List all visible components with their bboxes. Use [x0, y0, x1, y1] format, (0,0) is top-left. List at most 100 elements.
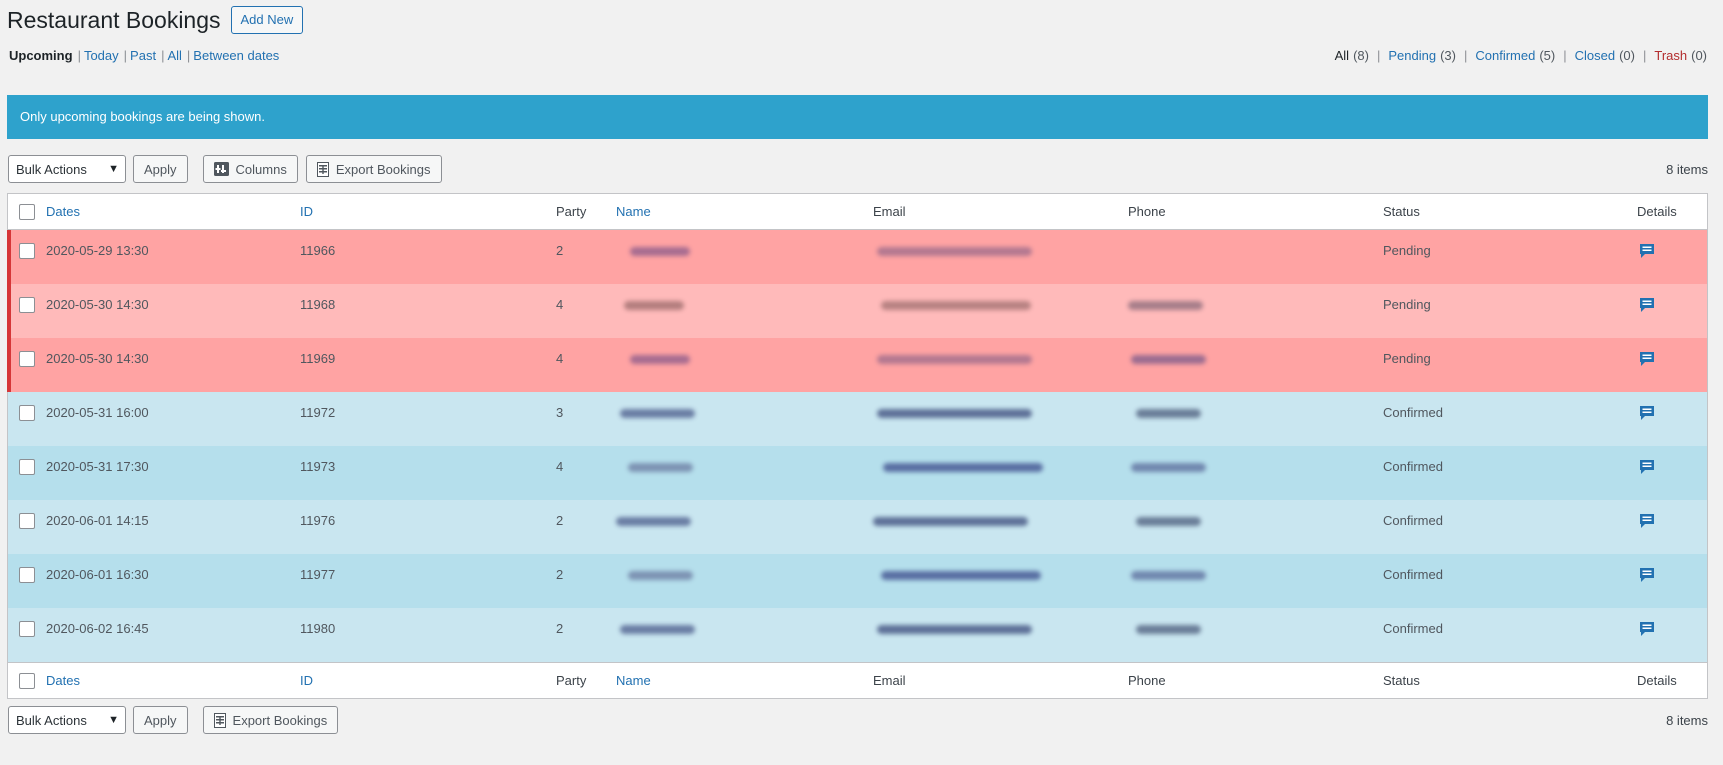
bulk-actions-select-bottom[interactable]: Bulk Actions ▼: [8, 706, 126, 734]
status-filter-pending[interactable]: Pending: [1388, 48, 1437, 63]
separator: |: [161, 48, 165, 63]
row-status: Pending: [1383, 243, 1431, 258]
info-notice: Only upcoming bookings are being shown.: [7, 95, 1708, 139]
separator: |: [123, 48, 128, 63]
row-checkbox[interactable]: [19, 351, 35, 367]
row-details-cell: [1637, 566, 1707, 588]
row-status: Confirmed: [1383, 621, 1443, 636]
filter-past[interactable]: Past: [130, 48, 157, 63]
separator: |: [186, 48, 191, 63]
title-row: Restaurant Bookings Add New: [7, 5, 304, 35]
comment-bubble-icon[interactable]: [1639, 243, 1655, 264]
footer-column-id[interactable]: ID: [300, 673, 313, 688]
column-party: Party: [556, 204, 587, 219]
row-party: 2: [556, 513, 564, 528]
row-id: 11980: [300, 621, 336, 636]
filter-between-dates[interactable]: Between dates: [193, 48, 280, 63]
footer-column-party: Party: [556, 673, 587, 688]
comment-bubble-icon[interactable]: [1639, 567, 1655, 588]
footer-column-phone: Phone: [1128, 673, 1166, 688]
row-phone-redacted: [1128, 404, 1383, 423]
footer-column-name[interactable]: Name: [616, 673, 651, 688]
comment-bubble-icon[interactable]: [1639, 513, 1655, 534]
row-party: 4: [556, 351, 564, 366]
select-all-checkbox[interactable]: [19, 203, 35, 220]
table-row: 2020-05-30 14:30 11968 4 Pending: [7, 284, 1707, 338]
column-id[interactable]: ID: [300, 204, 313, 219]
status-count-closed: (0): [1619, 48, 1635, 63]
row-id: 11966: [300, 243, 336, 258]
row-phone-redacted: [1128, 620, 1383, 639]
status-count-all: (8): [1353, 48, 1369, 63]
apply-button-bottom[interactable]: Apply: [133, 706, 188, 734]
bulk-actions-select[interactable]: Bulk Actions ▼: [8, 155, 126, 183]
row-checkbox[interactable]: [19, 243, 35, 259]
add-new-button[interactable]: Add New: [230, 6, 304, 34]
separator: |: [77, 48, 81, 63]
comment-bubble-icon[interactable]: [1639, 351, 1655, 372]
row-date: 2020-05-30 14:30: [46, 297, 149, 312]
apply-button[interactable]: Apply: [133, 155, 188, 183]
export-bookings-button-bottom[interactable]: Export Bookings: [202, 706, 339, 734]
row-checkbox[interactable]: [19, 405, 35, 421]
comment-bubble-icon[interactable]: [1639, 405, 1655, 426]
row-details-cell: [1637, 620, 1707, 642]
row-checkbox[interactable]: [19, 513, 35, 529]
filter-today[interactable]: Today: [83, 48, 119, 63]
footer-checkbox-cell: [8, 672, 46, 689]
bulk-actions-value: Bulk Actions: [16, 712, 87, 728]
comment-bubble-icon[interactable]: [1639, 297, 1655, 318]
column-status: Status: [1383, 204, 1420, 219]
status-filter-trash[interactable]: Trash: [1654, 48, 1688, 63]
row-name-redacted: [616, 242, 873, 261]
row-details-cell: [1637, 296, 1707, 318]
row-party: 2: [556, 243, 564, 258]
row-checkbox[interactable]: [19, 621, 35, 637]
row-phone-redacted: [1128, 296, 1383, 315]
row-details-cell: [1637, 404, 1707, 426]
column-name[interactable]: Name: [616, 204, 651, 219]
chevron-down-icon: ▼: [108, 714, 119, 726]
row-status: Confirmed: [1383, 459, 1443, 474]
column-dates[interactable]: Dates: [46, 204, 80, 219]
row-date: 2020-06-02 16:45: [46, 621, 149, 636]
table-row: 2020-06-02 16:45 11980 2 Confirmed: [8, 608, 1707, 662]
chevron-down-icon: ▼: [108, 163, 119, 175]
separator: |: [1642, 48, 1647, 63]
row-date: 2020-06-01 16:30: [46, 567, 149, 582]
table-row: 2020-05-30 14:30 11969 4 Pending: [7, 338, 1707, 392]
status-filter-confirmed[interactable]: Confirmed: [1475, 48, 1536, 63]
comment-bubble-icon[interactable]: [1639, 621, 1655, 642]
footer-column-email: Email: [873, 673, 906, 688]
status-count-confirmed: (5): [1539, 48, 1556, 63]
status-count-pending: (3): [1440, 48, 1456, 63]
export-bookings-button[interactable]: Export Bookings: [305, 155, 442, 183]
row-email-redacted: [873, 620, 1128, 639]
status-filters: All (8) | Pending (3) | Confirmed (5) | …: [1335, 48, 1707, 63]
row-email-redacted: [873, 404, 1128, 423]
row-checkbox-cell: [8, 620, 46, 637]
columns-icon: [213, 162, 229, 176]
status-filter-all[interactable]: All: [1334, 48, 1350, 63]
row-checkbox[interactable]: [19, 297, 35, 313]
bookings-table: Dates ID Party Name Email Phone Status D…: [7, 193, 1708, 699]
row-party: 2: [556, 567, 564, 582]
comment-bubble-icon[interactable]: [1639, 459, 1655, 480]
status-filter-closed[interactable]: Closed: [1574, 48, 1616, 63]
row-status: Confirmed: [1383, 567, 1443, 582]
footer-column-dates[interactable]: Dates: [46, 673, 80, 688]
status-count-trash: (0): [1691, 48, 1707, 63]
row-checkbox[interactable]: [19, 567, 35, 583]
row-checkbox-cell: [8, 458, 46, 475]
select-all-checkbox-footer[interactable]: [19, 672, 35, 689]
row-checkbox-cell: [8, 512, 46, 529]
tablenav-bottom: Bulk Actions ▼ Apply Export Bookings 8 i…: [8, 706, 1708, 734]
row-date: 2020-05-31 16:00: [46, 405, 149, 420]
row-party: 4: [556, 459, 564, 474]
row-checkbox[interactable]: [19, 459, 35, 475]
filter-upcoming[interactable]: Upcoming: [9, 48, 73, 63]
filter-all[interactable]: All: [167, 48, 182, 63]
columns-button[interactable]: Columns: [202, 155, 298, 183]
row-checkbox-cell: [8, 242, 46, 259]
row-checkbox-cell: [8, 404, 46, 421]
